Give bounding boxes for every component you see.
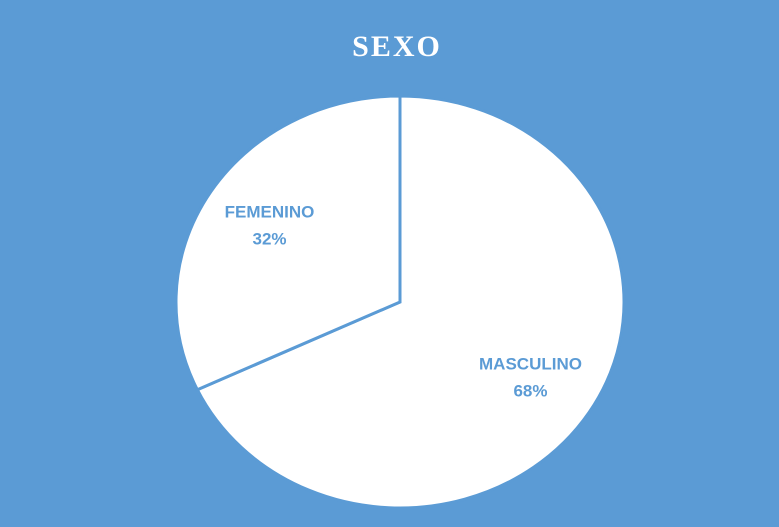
chart-title: SEXO — [352, 30, 442, 63]
slice-value: 32% — [252, 229, 286, 248]
slice-category: FEMENINO — [225, 202, 315, 221]
slice-value: 68% — [513, 382, 547, 401]
slice-category: MASCULINO — [479, 355, 582, 374]
pie-slice — [195, 94, 626, 510]
pie-slice — [174, 94, 402, 392]
